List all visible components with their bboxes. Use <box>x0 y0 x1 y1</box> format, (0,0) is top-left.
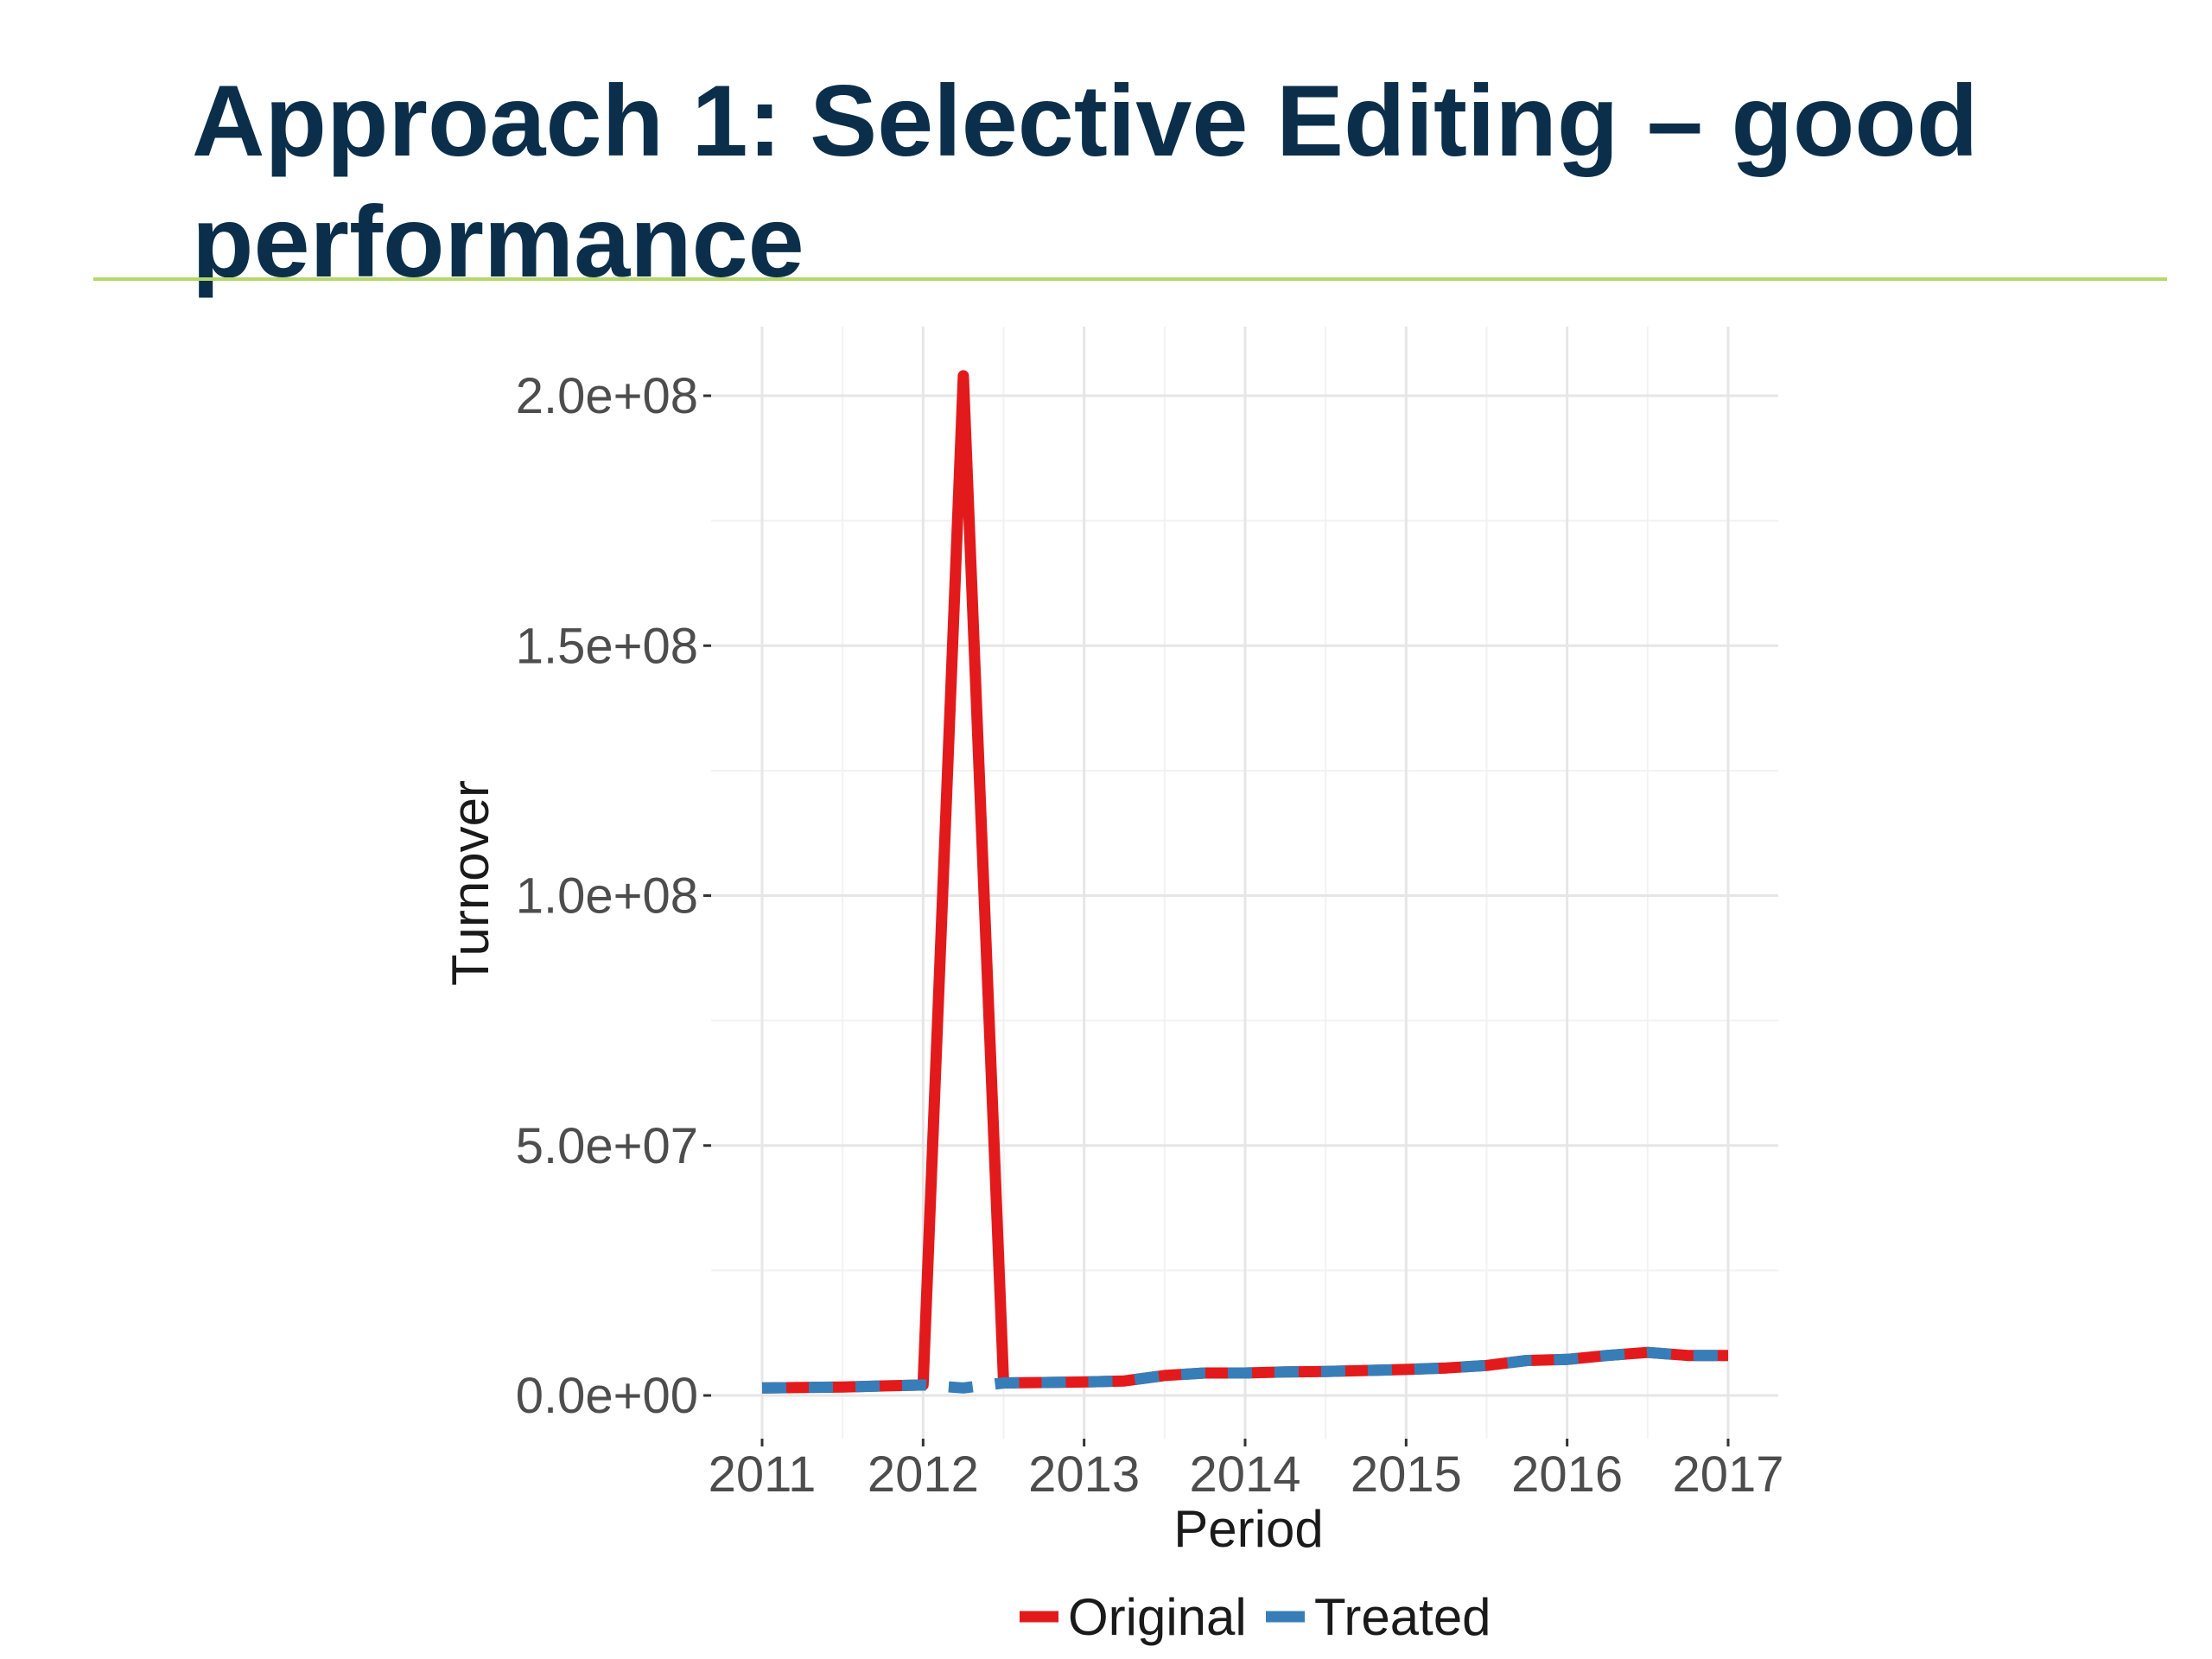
y-tick-label: 1.5e+08 <box>516 618 698 674</box>
x-tick-label: 2013 <box>1028 1446 1140 1503</box>
slide-title: Approach 1: Selective Editing – good per… <box>192 64 1979 298</box>
title-divider <box>93 277 2167 281</box>
legend: Original Treated <box>1020 1588 1491 1646</box>
x-tick-label: 2016 <box>1511 1446 1623 1503</box>
y-axis-title: Turnover <box>442 780 499 986</box>
x-tick-label: 2017 <box>1672 1446 1783 1503</box>
y-tick-label: 5.0e+07 <box>516 1118 698 1174</box>
x-tick-label: 2012 <box>868 1446 979 1503</box>
x-axis: 2011 2012 2013 2014 2015 2016 2017 <box>709 1439 1784 1503</box>
series-line-treated <box>761 1346 1728 1394</box>
y-tick-label: 0.0e+00 <box>516 1368 698 1424</box>
y-tick-label: 2.0e+08 <box>516 368 698 424</box>
legend-label-original: Original <box>1068 1588 1247 1646</box>
series-lines <box>761 370 1728 1394</box>
y-tick-label: 1.0e+08 <box>516 868 698 925</box>
x-axis-title: Period <box>1173 1500 1323 1558</box>
legend-label-treated: Treated <box>1314 1588 1491 1646</box>
x-tick-label: 2015 <box>1351 1446 1462 1503</box>
x-tick-label: 2011 <box>709 1446 817 1503</box>
grid-lines <box>711 327 1778 1439</box>
x-tick-label: 2014 <box>1189 1446 1300 1503</box>
y-axis: 0.0e+00 5.0e+07 1.0e+08 1.5e+08 2.0e+08 <box>516 368 711 1424</box>
